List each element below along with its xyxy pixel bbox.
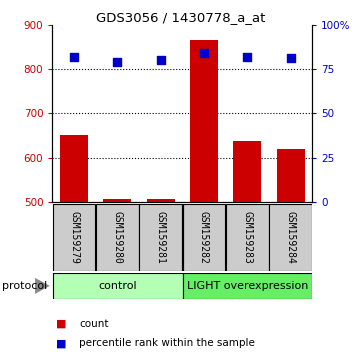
Polygon shape — [35, 278, 50, 294]
Point — [71, 54, 77, 59]
Text: count: count — [79, 319, 109, 329]
Bar — [96, 204, 139, 271]
Text: GSM159281: GSM159281 — [156, 211, 166, 264]
Bar — [269, 204, 312, 271]
Text: protocol: protocol — [2, 281, 47, 291]
Text: GSM159284: GSM159284 — [286, 211, 296, 264]
Text: LIGHT overexpression: LIGHT overexpression — [187, 281, 308, 291]
Point — [244, 54, 250, 59]
Point — [201, 50, 207, 56]
Bar — [183, 204, 225, 271]
Bar — [233, 141, 261, 202]
Bar — [53, 273, 183, 299]
Bar — [277, 149, 305, 202]
Bar — [103, 199, 131, 202]
Text: ■: ■ — [56, 319, 66, 329]
Bar — [53, 204, 95, 271]
Point — [288, 56, 293, 61]
Point — [114, 59, 120, 65]
Text: GSM159280: GSM159280 — [112, 211, 122, 264]
Text: control: control — [98, 281, 136, 291]
Bar — [190, 40, 218, 202]
Bar — [226, 204, 269, 271]
Text: GSM159282: GSM159282 — [199, 211, 209, 264]
Bar — [60, 135, 88, 202]
Text: GDS3056 / 1430778_a_at: GDS3056 / 1430778_a_at — [96, 11, 265, 24]
Bar — [147, 199, 175, 202]
Text: GSM159279: GSM159279 — [69, 211, 79, 264]
Bar — [139, 204, 182, 271]
Bar — [183, 273, 313, 299]
Text: percentile rank within the sample: percentile rank within the sample — [79, 338, 255, 348]
Point — [158, 57, 164, 63]
Text: ■: ■ — [56, 338, 66, 348]
Text: GSM159283: GSM159283 — [242, 211, 252, 264]
